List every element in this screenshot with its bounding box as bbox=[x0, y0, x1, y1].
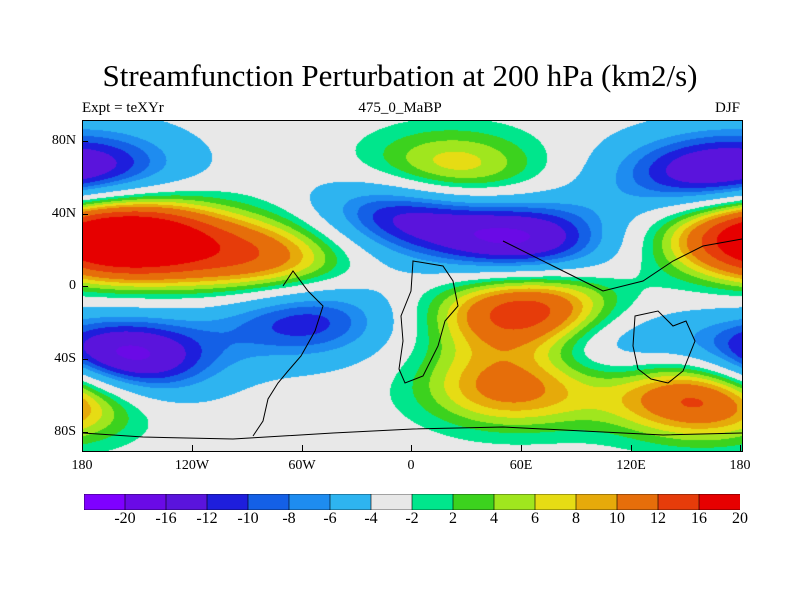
colorbar-label: 12 bbox=[650, 510, 666, 527]
y-label-0: 0 bbox=[69, 278, 76, 293]
colorbar-swatch bbox=[329, 494, 372, 510]
x-tick-60w bbox=[302, 445, 303, 451]
colorbar-swatch bbox=[575, 494, 618, 510]
colorbar-swatch bbox=[698, 494, 740, 510]
y-label-40s: 40S bbox=[54, 351, 76, 366]
colorbar-swatch bbox=[206, 494, 249, 510]
x-tick-0 bbox=[411, 445, 412, 451]
colorbar-label: 20 bbox=[732, 510, 748, 527]
y-tick-40n bbox=[82, 214, 88, 215]
coastline-americas bbox=[252, 270, 324, 437]
colorbar-label: -4 bbox=[364, 510, 378, 527]
x-tick-120w bbox=[192, 445, 193, 451]
x-label-180w: 180 bbox=[71, 458, 93, 473]
x-label-120w: 120W bbox=[174, 458, 210, 473]
colorbar-label: -12 bbox=[196, 510, 218, 527]
y-tick-80s bbox=[82, 432, 88, 433]
colorbar-swatch bbox=[452, 494, 495, 510]
colorbar-swatch bbox=[616, 494, 659, 510]
colorbar-label: -20 bbox=[114, 510, 136, 527]
y-label-40n: 40N bbox=[51, 206, 76, 221]
x-tick-60e bbox=[521, 445, 522, 451]
y-label-80s: 80S bbox=[54, 424, 76, 439]
x-label-0: 0 bbox=[407, 458, 415, 473]
x-label-60e: 60E bbox=[509, 458, 533, 473]
coastlines bbox=[83, 238, 742, 440]
y-tick-0 bbox=[82, 286, 88, 287]
colorbar-label: 10 bbox=[609, 510, 625, 527]
coastline-africa bbox=[398, 260, 459, 384]
colorbar-swatch bbox=[534, 494, 577, 510]
experiment-label: Expt = teXYr bbox=[82, 100, 164, 116]
chart-title: Streamfunction Perturbation at 200 hPa (… bbox=[102, 58, 698, 93]
colorbar-swatch bbox=[493, 494, 536, 510]
colorbar-swatch bbox=[411, 494, 454, 510]
colorbar-label: 2 bbox=[449, 510, 457, 527]
colorbar bbox=[84, 494, 740, 510]
colorbar-label: -2 bbox=[405, 510, 419, 527]
colorbar-label: -8 bbox=[282, 510, 296, 527]
season-label: DJF bbox=[714, 100, 740, 116]
colorbar-swatch bbox=[288, 494, 331, 510]
y-tick-40s bbox=[82, 359, 88, 360]
coastline-antarctica bbox=[83, 426, 742, 440]
coastline-asia bbox=[502, 238, 742, 292]
x-label-180e: 180 bbox=[729, 458, 751, 473]
y-tick-80n bbox=[82, 141, 88, 142]
colorbar-swatch bbox=[165, 494, 208, 510]
x-label-60w: 60W bbox=[288, 458, 316, 473]
colorbar-swatch bbox=[84, 494, 126, 510]
period-label: 475_0_MaBP bbox=[358, 100, 442, 116]
streamfunction-field bbox=[83, 121, 742, 451]
colorbar-label: -10 bbox=[237, 510, 259, 527]
colorbar-swatch bbox=[124, 494, 167, 510]
colorbar-swatch bbox=[370, 494, 413, 510]
map-panel bbox=[82, 120, 743, 452]
x-label-120e: 120E bbox=[616, 458, 646, 473]
colorbar-label: 8 bbox=[572, 510, 580, 527]
x-tick-120e bbox=[631, 445, 632, 451]
x-tick-180e bbox=[740, 445, 741, 451]
colorbar-label: -6 bbox=[323, 510, 337, 527]
x-tick-180w bbox=[82, 445, 83, 451]
y-label-80n: 80N bbox=[51, 133, 76, 148]
colorbar-label: 16 bbox=[691, 510, 707, 527]
coastline-australia bbox=[632, 310, 696, 384]
colorbar-label: 4 bbox=[490, 510, 498, 527]
colorbar-label: 6 bbox=[531, 510, 539, 527]
colorbar-swatch bbox=[247, 494, 290, 510]
colorbar-swatch bbox=[657, 494, 700, 510]
colorbar-label: -16 bbox=[155, 510, 177, 527]
